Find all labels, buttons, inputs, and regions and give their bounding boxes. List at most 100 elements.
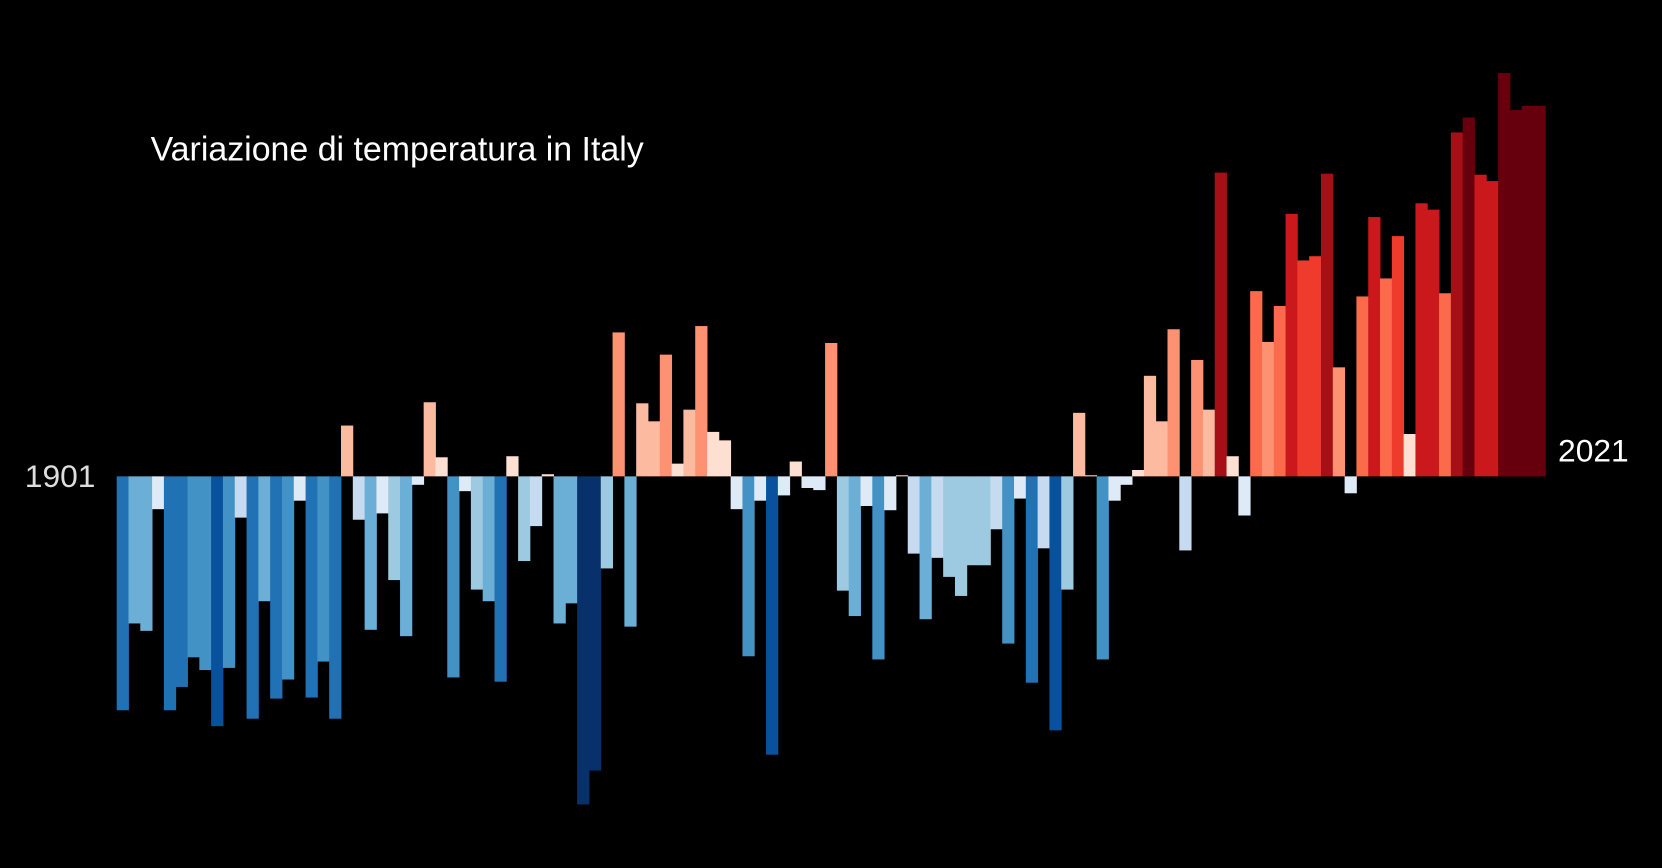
bar	[1155, 421, 1168, 477]
bar	[1462, 117, 1475, 477]
bar	[1521, 105, 1534, 477]
bar	[423, 402, 436, 477]
bar	[1096, 476, 1109, 660]
bar	[789, 461, 802, 477]
bar	[1214, 172, 1227, 477]
bar	[1486, 181, 1499, 477]
bar	[600, 476, 613, 569]
bar	[825, 342, 838, 477]
bar	[376, 476, 389, 514]
bar	[1439, 293, 1452, 477]
bar	[1061, 476, 1074, 590]
bar	[175, 476, 188, 687]
bar	[1202, 409, 1216, 477]
bar	[1509, 110, 1523, 477]
bar	[317, 476, 330, 662]
bar	[1309, 256, 1322, 477]
bar	[388, 476, 401, 581]
bar	[152, 476, 165, 510]
bar	[1049, 476, 1062, 731]
bar	[494, 476, 507, 682]
bar	[1002, 476, 1015, 644]
bar	[718, 440, 732, 477]
bar	[305, 476, 318, 698]
bar	[1191, 359, 1204, 477]
bar	[1332, 367, 1346, 477]
bar	[990, 476, 1003, 530]
bar	[588, 476, 602, 771]
bar	[258, 476, 271, 602]
bar	[341, 425, 354, 477]
bar	[801, 476, 814, 488]
bar	[647, 421, 661, 477]
bar	[777, 476, 791, 496]
bar	[1179, 476, 1192, 551]
bar	[447, 476, 460, 678]
bar	[459, 476, 472, 492]
bar	[352, 476, 366, 520]
bar	[966, 476, 980, 566]
bar	[577, 476, 590, 805]
bar	[1403, 434, 1416, 477]
bar	[281, 476, 295, 680]
bar	[1167, 329, 1180, 477]
bar	[683, 409, 696, 477]
bar	[872, 476, 885, 660]
bar	[884, 476, 897, 511]
bar	[1427, 209, 1440, 477]
bar	[1320, 173, 1334, 477]
bar	[506, 456, 519, 477]
bar	[553, 476, 566, 624]
bar	[860, 476, 873, 506]
bar	[364, 476, 377, 630]
bar	[1226, 456, 1239, 477]
bar	[754, 476, 767, 501]
bar	[1498, 73, 1511, 477]
bar	[624, 476, 637, 627]
bar	[1025, 476, 1039, 683]
bar	[612, 332, 625, 477]
bar	[659, 354, 673, 477]
bar	[919, 476, 932, 620]
bar	[470, 476, 484, 590]
bar	[1533, 105, 1546, 477]
bar	[1143, 375, 1157, 477]
bar	[1474, 174, 1487, 477]
bar	[636, 403, 649, 477]
bar	[1380, 278, 1393, 477]
bar	[565, 476, 578, 604]
bar	[211, 476, 224, 727]
bar	[1297, 260, 1310, 477]
bar	[329, 476, 342, 719]
bar	[140, 476, 153, 631]
bar	[270, 476, 283, 699]
chart-title: Variazione di temperatura in Italy	[151, 131, 644, 169]
bar	[116, 476, 129, 711]
bar	[742, 476, 755, 657]
bar	[978, 476, 991, 566]
bar	[1415, 203, 1428, 477]
bar	[1250, 291, 1263, 477]
bar	[246, 476, 259, 719]
bar	[482, 476, 495, 602]
bar	[1285, 213, 1298, 477]
bar	[222, 476, 236, 668]
bar	[695, 326, 708, 477]
bar	[163, 476, 177, 711]
bar	[848, 476, 861, 617]
bar	[1073, 412, 1086, 477]
bar	[128, 476, 141, 624]
bar	[1108, 476, 1121, 501]
bar	[671, 463, 684, 477]
bar	[411, 476, 425, 485]
bar	[730, 476, 743, 510]
bar	[1450, 132, 1464, 477]
bar	[1273, 305, 1286, 477]
x-tick-label: 1901	[25, 458, 96, 494]
bar	[1344, 476, 1357, 494]
bar	[1084, 475, 1098, 477]
bar	[187, 476, 200, 658]
bar	[1014, 476, 1027, 499]
x-tick-label: 2021	[1558, 432, 1629, 468]
